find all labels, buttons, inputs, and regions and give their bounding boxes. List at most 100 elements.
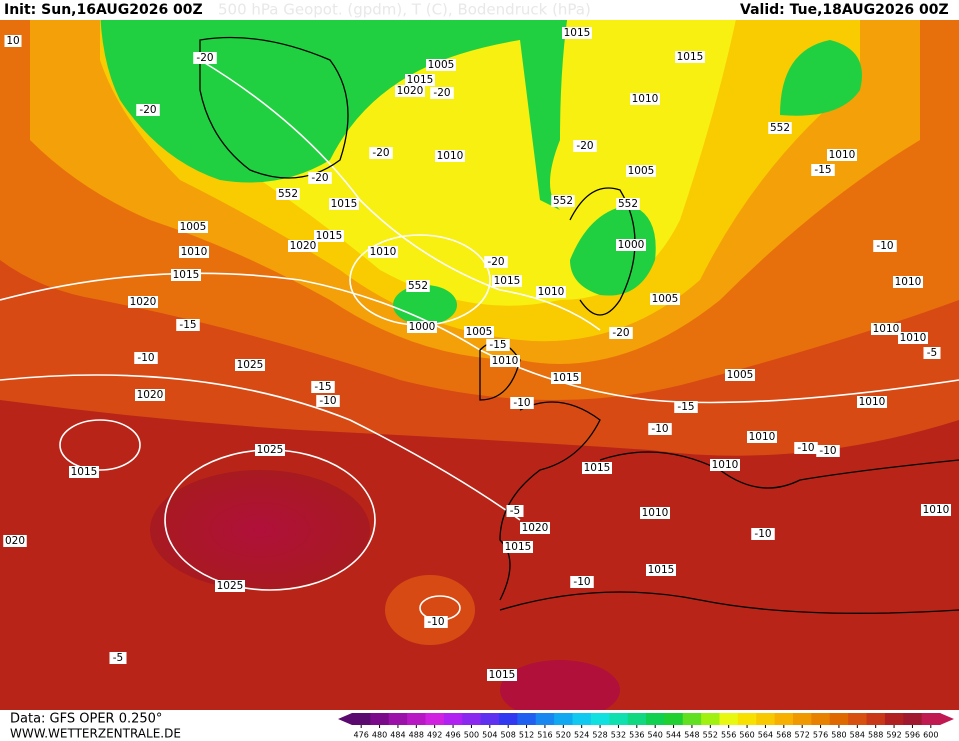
label-box (4, 35, 22, 47)
contour-label: 1025 (257, 444, 284, 456)
colorbar-cell (756, 713, 776, 725)
label-box (369, 147, 393, 159)
label-box (675, 51, 705, 63)
contour-label: 1015 (648, 564, 675, 576)
contour-label: -10 (819, 445, 836, 457)
colorbar-cell (793, 713, 812, 725)
contour-label: 1010 (492, 355, 519, 367)
label-box (609, 327, 633, 339)
label-box (426, 59, 456, 71)
contour-label: 1010 (437, 150, 464, 162)
label-box (873, 240, 897, 252)
contour-label: 1025 (217, 580, 244, 592)
contour-label: 1005 (628, 165, 655, 177)
colorbar-cell (627, 713, 647, 725)
colorbar-cell (719, 713, 739, 725)
init-time: Init: Sun,16AUG2026 00Z (4, 2, 203, 18)
contour-label: 1010 (642, 507, 669, 519)
label-box (276, 188, 300, 200)
contour-label: -10 (137, 352, 154, 364)
map-title: 500 hPa Geopot. (gpdm), T (C), Bodendruc… (218, 1, 591, 19)
contour-label: -15 (314, 381, 331, 393)
contour-label: -20 (311, 172, 328, 184)
label-box (811, 164, 835, 176)
colorbar-label: 592 (886, 731, 901, 740)
contour-label: -10 (319, 395, 336, 407)
label-box (747, 431, 777, 443)
colorbar-cell (737, 713, 757, 725)
contour-label: 1010 (873, 323, 900, 335)
label-box (329, 198, 359, 210)
label-box (134, 352, 158, 364)
contour-label: 1010 (895, 276, 922, 288)
colorbar-label: 576 (813, 731, 828, 740)
contour-label: 1015 (584, 462, 611, 474)
colorbar-cell (480, 713, 500, 725)
colorbar-cell (848, 713, 867, 725)
contour-label: 1005 (428, 59, 455, 71)
contour-label: 1010 (538, 286, 565, 298)
label-box (710, 459, 740, 471)
label-box (648, 423, 672, 435)
label-box (128, 296, 158, 308)
contour-label: 1010 (923, 504, 950, 516)
site: WWW.WETTERZENTRALE.DE (10, 727, 181, 741)
colorbar-label: 516 (537, 731, 552, 740)
contour-label: -15 (814, 164, 831, 176)
contour-label: -10 (427, 616, 444, 628)
contour-label: -10 (876, 240, 893, 252)
label-box (503, 541, 533, 553)
colorbar-label: 500 (464, 731, 479, 740)
contour-label: -10 (754, 528, 771, 540)
colorbar-cell (866, 713, 886, 725)
label-box (424, 616, 448, 628)
valid-time: Valid: Tue,18AUG2026 00Z (740, 2, 949, 18)
contour-label: 1015 (553, 372, 580, 384)
contour-label: 1015 (316, 230, 343, 242)
contour-label: 552 (618, 198, 638, 210)
label-box (827, 149, 857, 161)
label-box (405, 74, 435, 86)
colorbar-cell (590, 713, 610, 725)
colorbar-cell (572, 713, 592, 725)
label-box (430, 87, 454, 99)
contour-label: 1015 (331, 198, 358, 210)
label-box (650, 293, 680, 305)
label-box (492, 275, 522, 287)
colorbar-label: 572 (795, 731, 810, 740)
label-box (215, 580, 245, 592)
contour-label: 1015 (489, 669, 516, 681)
colorbar-cell (609, 713, 629, 725)
label-box (255, 444, 285, 456)
colorbar-label: 600 (923, 731, 938, 740)
label-box (794, 442, 818, 454)
colorbar-label: 564 (758, 731, 773, 740)
contour-label: 1020 (522, 522, 549, 534)
colorbar-label: 508 (501, 731, 516, 740)
contour-label: 1020 (130, 296, 157, 308)
contour-label: 1010 (749, 431, 776, 443)
contour-label: -20 (612, 327, 629, 339)
contour-label: -10 (573, 576, 590, 588)
colorbar-label: 492 (427, 731, 442, 740)
colorbar-cell (425, 713, 445, 725)
contour-label: 552 (770, 122, 790, 134)
colorbar-label: 580 (831, 731, 846, 740)
label-box (816, 445, 840, 457)
contour-label: -20 (576, 140, 593, 152)
label-box (235, 359, 265, 371)
colorbar-cell (903, 713, 923, 725)
label-box (406, 280, 430, 292)
colorbar-label: 520 (556, 731, 571, 740)
contour-label: 1015 (494, 275, 521, 287)
label-box (193, 52, 217, 64)
label-box (490, 355, 520, 367)
colorbar-label: 548 (684, 731, 699, 740)
contour-label: 1000 (409, 321, 436, 333)
colorbar-cell (370, 713, 390, 725)
contour-label: -10 (797, 442, 814, 454)
label-box (630, 93, 660, 105)
contour-label: -10 (513, 397, 530, 409)
colorbar-label: 560 (739, 731, 754, 740)
colorbar-label: 552 (703, 731, 718, 740)
